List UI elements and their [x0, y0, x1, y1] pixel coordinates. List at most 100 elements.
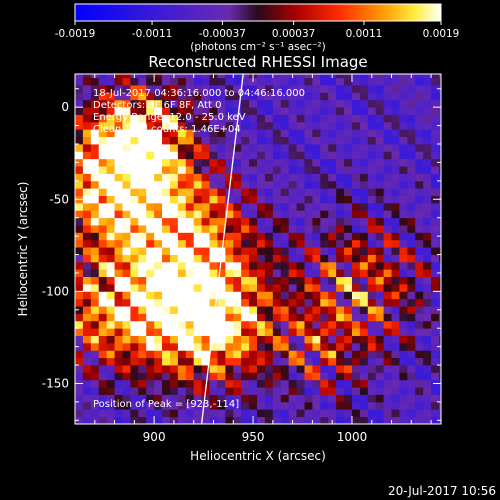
heatmap-cell	[344, 195, 353, 204]
heatmap-cell	[193, 195, 203, 204]
heatmap-cell	[264, 291, 274, 300]
heatmap-cell	[162, 188, 171, 196]
heatmap-cell	[359, 129, 369, 138]
heatmap-cell	[391, 99, 400, 108]
heatmap-cell	[106, 284, 115, 292]
heatmap-cell	[162, 129, 171, 138]
heatmap-cell	[383, 306, 392, 314]
heatmap-cell	[225, 144, 234, 152]
heatmap-cell	[217, 320, 226, 329]
y-tick-label: -150	[42, 376, 69, 390]
heatmap-cell	[312, 99, 321, 108]
heatmap-cell	[209, 92, 218, 101]
heatmap-cell	[359, 195, 369, 204]
heatmap-cell	[375, 365, 385, 373]
heatmap-cell	[75, 173, 84, 182]
heatmap-cell	[320, 239, 329, 248]
heatmap-cell	[90, 232, 100, 241]
heatmap-cell	[122, 306, 131, 314]
heatmap-cell	[185, 144, 195, 152]
heatmap-cell	[328, 372, 337, 381]
heatmap-cell	[209, 77, 218, 86]
heatmap-cell	[320, 217, 329, 226]
heatmap-cell	[130, 114, 139, 123]
heatmap-cell	[280, 409, 290, 418]
heatmap-cell	[75, 365, 84, 373]
heatmap-cell	[169, 379, 179, 388]
heatmap-cell	[130, 335, 139, 344]
heatmap-cell	[114, 342, 123, 351]
heatmap-cell	[130, 254, 139, 263]
heatmap-cell	[185, 291, 195, 300]
heatmap-cell	[351, 202, 361, 211]
heatmap-cell	[407, 350, 416, 359]
heatmap-cell	[138, 180, 147, 189]
heatmap-cell	[169, 217, 179, 226]
heatmap-cell	[146, 121, 155, 130]
heatmap-cell	[367, 225, 377, 233]
heatmap-cell	[272, 210, 282, 219]
heatmap-cell	[209, 401, 218, 410]
heatmap-cell	[383, 298, 392, 307]
heatmap-cell	[122, 85, 131, 93]
heatmap-cell	[201, 298, 210, 307]
heatmap-cell	[415, 144, 424, 152]
heatmap-cell	[241, 239, 250, 248]
heatmap-cell	[431, 313, 440, 322]
heatmap-cell	[122, 92, 131, 101]
heatmap-cell	[312, 379, 321, 388]
heatmap-cell	[391, 401, 400, 410]
heatmap-cell	[375, 217, 385, 226]
heatmap-cell	[367, 151, 377, 160]
heatmap-cell	[122, 328, 131, 336]
heatmap-cell	[296, 320, 305, 329]
heatmap-cell	[431, 284, 440, 292]
heatmap-cell	[288, 261, 297, 270]
heatmap-cell	[344, 298, 353, 307]
heatmap-cell	[375, 416, 385, 424]
heatmap-cell	[241, 357, 250, 366]
heatmap-cell	[407, 158, 416, 167]
heatmap-cell	[367, 291, 377, 300]
heatmap-cell	[415, 372, 424, 381]
heatmap-cell	[217, 276, 226, 285]
heatmap-cell	[304, 320, 313, 329]
heatmap-cell	[90, 99, 100, 108]
heatmap-cell	[146, 144, 155, 152]
heatmap-cell	[241, 313, 250, 322]
heatmap-cell	[75, 85, 84, 93]
heatmap-cell	[75, 269, 84, 278]
heatmap-cell	[162, 195, 171, 204]
heatmap-cell	[367, 313, 377, 322]
heatmap-cell	[304, 151, 313, 160]
heatmap-cell	[82, 306, 92, 314]
heatmap-cell	[106, 225, 115, 233]
heatmap-cell	[431, 158, 440, 167]
heatmap-cell	[415, 74, 424, 79]
heatmap-cell	[114, 372, 123, 381]
heatmap-cell	[169, 144, 179, 152]
heatmap-cell	[154, 261, 163, 270]
heatmap-cell	[241, 409, 250, 418]
heatmap-cell	[225, 328, 234, 336]
heatmap-cell	[423, 269, 432, 278]
heatmap-cell	[320, 276, 329, 285]
heatmap-cell	[201, 320, 210, 329]
heatmap-cell	[98, 284, 108, 292]
heatmap-cell	[359, 85, 369, 93]
heatmap-cell	[177, 342, 187, 351]
heatmap-cell	[407, 284, 416, 292]
heatmap-cell	[169, 401, 179, 410]
heatmap-cell	[177, 365, 187, 373]
heatmap-cell	[367, 335, 377, 344]
heatmap-cell	[114, 350, 123, 359]
heatmap-cell	[138, 335, 147, 344]
heatmap-cell	[82, 151, 92, 160]
heatmap-cell	[98, 121, 108, 130]
heatmap-cell	[367, 202, 377, 211]
heatmap-cell	[233, 247, 242, 255]
heatmap-cell	[233, 328, 242, 336]
heatmap-cell	[407, 195, 416, 204]
heatmap-cell	[415, 261, 424, 270]
heatmap-cell	[185, 99, 195, 108]
